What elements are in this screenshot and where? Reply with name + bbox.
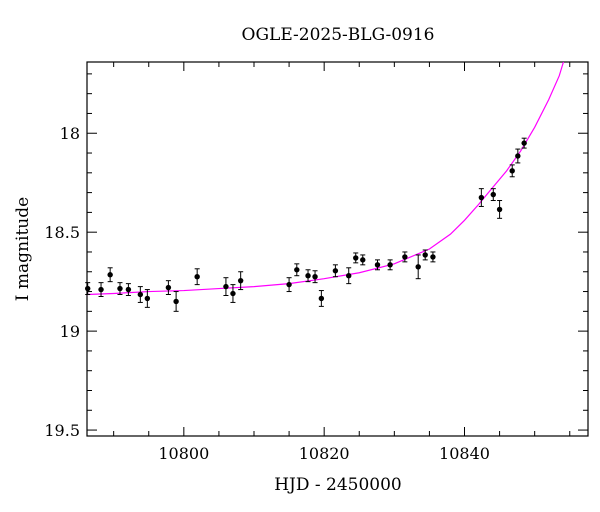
- data-marker: [387, 262, 393, 268]
- data-marker: [173, 298, 179, 305]
- data-marker: [117, 285, 123, 292]
- data-point: [107, 267, 113, 283]
- data-point: [353, 252, 359, 264]
- data-point: [332, 264, 339, 278]
- data-point: [194, 268, 200, 286]
- data-marker: [125, 286, 132, 293]
- data-point: [509, 164, 515, 178]
- data-point: [521, 137, 527, 149]
- data-point: [305, 269, 311, 283]
- data-point: [346, 267, 352, 285]
- data-marker: [509, 168, 515, 174]
- data-marker: [286, 281, 292, 288]
- model-curve: [86, 61, 565, 296]
- data-point: [230, 284, 236, 303]
- data-marker: [422, 252, 428, 258]
- data-marker: [496, 206, 503, 213]
- chart-title: OGLE-2025-BLG-0916: [242, 25, 435, 45]
- x-tick-label: 10800: [158, 444, 209, 463]
- y-axis-label: I magnitude: [13, 197, 33, 301]
- data-marker: [223, 283, 229, 290]
- data-point: [312, 270, 318, 284]
- data-point: [137, 286, 144, 303]
- data-marker: [353, 255, 359, 261]
- data-point: [165, 280, 172, 296]
- data-point: [515, 148, 521, 164]
- data-marker: [230, 290, 236, 297]
- data-point: [318, 290, 325, 307]
- y-tick-label: 18.5: [44, 223, 80, 242]
- data-marker: [144, 295, 151, 302]
- data-point: [496, 200, 503, 219]
- data-point: [415, 254, 421, 280]
- data-point: [223, 277, 229, 297]
- y-tick-label: 19: [60, 322, 80, 341]
- data-marker: [374, 262, 381, 268]
- data-marker: [360, 257, 366, 263]
- data-point: [173, 291, 179, 312]
- ticks-layer: 10800 10820 10840 18 18.5 19 19.5: [44, 62, 588, 463]
- data-marker: [490, 191, 496, 198]
- data-marker: [294, 267, 300, 273]
- data-point: [422, 249, 428, 261]
- data-point: [360, 254, 366, 266]
- data-point: [125, 283, 132, 297]
- data-marker: [521, 140, 527, 146]
- data-point: [98, 282, 104, 297]
- x-tick-label: 10820: [299, 444, 350, 463]
- data-point: [478, 188, 485, 207]
- data-point: [387, 259, 393, 271]
- data-point: [430, 251, 436, 263]
- data-marker: [478, 194, 485, 201]
- data-marker: [85, 285, 91, 292]
- points-layer: [85, 137, 527, 312]
- data-marker: [194, 274, 200, 280]
- data-marker: [165, 284, 172, 291]
- y-tick-label: 19.5: [44, 421, 80, 440]
- data-point: [286, 277, 292, 293]
- data-point: [144, 289, 151, 308]
- data-point: [237, 271, 244, 291]
- model-layer: [86, 61, 565, 296]
- y-tick-label: 18: [60, 124, 80, 143]
- data-marker: [98, 286, 104, 293]
- data-point: [294, 263, 300, 277]
- data-marker: [402, 254, 408, 260]
- data-point: [374, 259, 381, 271]
- data-point: [117, 282, 123, 296]
- data-marker: [107, 272, 113, 278]
- data-marker: [415, 264, 421, 270]
- data-marker: [346, 273, 352, 279]
- data-point: [490, 188, 496, 202]
- data-point: [402, 251, 408, 263]
- data-marker: [312, 274, 318, 280]
- x-axis-label: HJD - 2450000: [274, 475, 402, 495]
- data-marker: [305, 273, 311, 279]
- data-marker: [318, 295, 325, 302]
- plot-frame: [86, 61, 589, 437]
- data-marker: [137, 291, 144, 298]
- data-marker: [430, 254, 436, 260]
- data-marker: [332, 268, 339, 274]
- x-tick-label: 10840: [439, 444, 490, 463]
- data-point: [85, 282, 91, 296]
- data-marker: [237, 277, 244, 284]
- data-marker: [515, 153, 521, 159]
